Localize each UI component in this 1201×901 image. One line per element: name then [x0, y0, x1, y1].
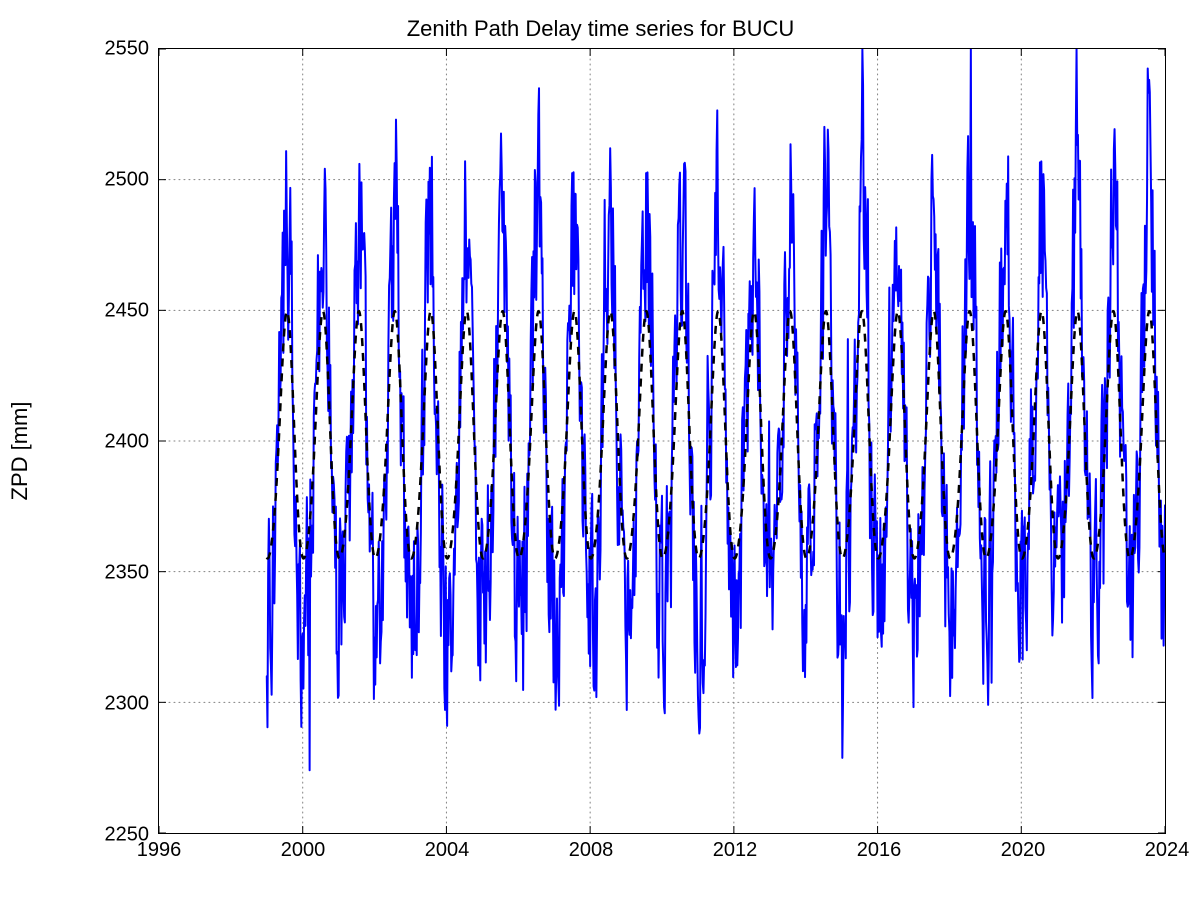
- y-tick-label: 2400: [105, 431, 150, 454]
- y-tick-label: 2550: [105, 38, 150, 61]
- y-axis-label: ZPD [mm]: [7, 401, 33, 500]
- x-tick-label: 2008: [569, 839, 614, 862]
- x-tick-label: 2012: [713, 839, 758, 862]
- y-tick-label: 2450: [105, 300, 150, 323]
- figure: Zenith Path Delay time series for BUCU Z…: [0, 0, 1201, 901]
- x-tick-label: 2024: [1145, 839, 1190, 862]
- x-tick-label: 2016: [857, 839, 902, 862]
- plot-svg: [159, 49, 1165, 833]
- x-tick-label: 2000: [281, 839, 326, 862]
- y-tick-label: 2500: [105, 169, 150, 192]
- x-tick-label: 2004: [425, 839, 470, 862]
- y-tick-label: 2350: [105, 562, 150, 585]
- chart-title: Zenith Path Delay time series for BUCU: [0, 16, 1201, 42]
- y-tick-label: 2250: [105, 824, 150, 847]
- plot-area: 1996200020042008201220162020202422502300…: [158, 48, 1166, 834]
- y-tick-label: 2300: [105, 693, 150, 716]
- x-tick-label: 2020: [1001, 839, 1046, 862]
